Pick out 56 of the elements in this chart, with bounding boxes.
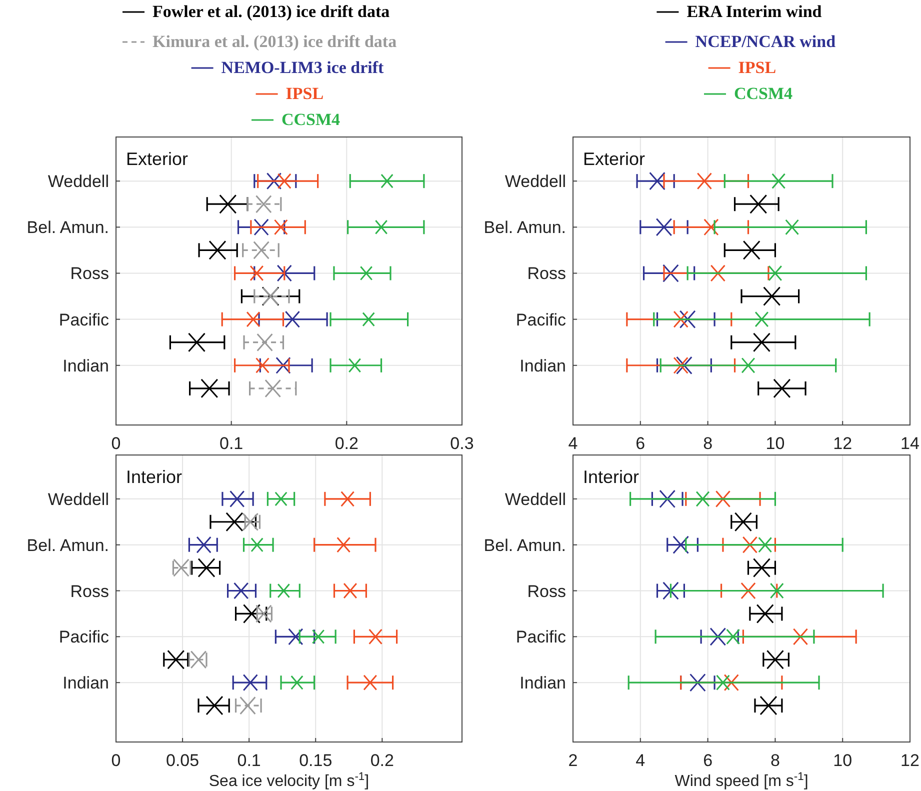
x-tick-label: 0.2 (370, 751, 394, 770)
legend-label: Fowler et al. (2013) ice drift data (152, 2, 390, 21)
x-tick-label: 0 (111, 751, 121, 770)
y-tick-label: Bel. Amun. (26, 218, 109, 238)
x-tick-label: 12 (900, 751, 920, 770)
legend-label: NCEP/NCAR wind (695, 32, 836, 51)
y-tick-label: Pacific (516, 310, 566, 330)
legend-label: CCSM4 (734, 84, 794, 103)
y-tick-label: Indian (62, 356, 109, 376)
x-axis-title: Wind speed [m s$^{-1}$] (674, 771, 808, 790)
y-tick-label: Pacific (516, 628, 566, 647)
y-tick-label: Bel. Amun. (484, 536, 566, 555)
y-tick-label: Indian (520, 674, 566, 693)
legend-label: CCSM4 (282, 110, 341, 129)
x-tick-label: 0.3 (450, 434, 474, 453)
x-tick-label: 4 (568, 434, 578, 453)
legend-label: Kimura et al. (2013) ice drift data (152, 32, 398, 51)
x-tick-label: 6 (636, 434, 646, 453)
text: Exterior (583, 149, 646, 169)
y-tick-label: Ross (70, 582, 109, 601)
y-tick-label: Ross (527, 264, 566, 284)
x-tick-label: 0.1 (237, 751, 261, 770)
legend-label: ERA Interim wind (686, 2, 822, 21)
y-tick-label: Weddell (48, 172, 109, 192)
legend-label: IPSL (286, 84, 324, 103)
legend-label: NEMO-LIM3 ice drift (221, 58, 384, 77)
x-tick-label: 0.05 (166, 751, 200, 770)
y-tick-label: Weddell (504, 490, 566, 509)
x-tick-label: 8 (770, 751, 780, 770)
text: Interior (583, 467, 640, 487)
y-tick-label: Bel. Amun. (26, 536, 109, 555)
x-tick-label: 14 (900, 434, 920, 453)
x-tick-label: 12 (833, 434, 852, 453)
y-tick-label: Pacific (58, 310, 110, 330)
x-tick-label: 0 (111, 434, 121, 453)
x-tick-label: 0.15 (299, 751, 332, 770)
y-tick-label: Indian (62, 674, 109, 693)
x-tick-label: 10 (833, 751, 852, 770)
y-tick-label: Ross (527, 582, 566, 601)
y-tick-label: Ross (70, 264, 109, 284)
x-tick-label: 0.1 (220, 434, 244, 453)
y-tick-label: Weddell (48, 490, 109, 509)
x-tick-label: 8 (703, 434, 713, 453)
text: Interior (126, 467, 182, 487)
x-tick-label: 0.2 (334, 434, 358, 453)
y-tick-label: Bel. Amun. (484, 218, 566, 238)
x-tick-label: 6 (703, 751, 713, 770)
y-tick-label: Indian (520, 356, 566, 376)
x-axis-title: Sea ice velocity [m s$^{-1}$] (208, 771, 370, 790)
y-tick-label: Weddell (504, 172, 566, 192)
x-tick-label: 2 (568, 751, 578, 770)
y-tick-label: Pacific (58, 628, 110, 647)
text: Exterior (126, 149, 188, 169)
legend-label: IPSL (738, 58, 776, 77)
x-tick-label: 4 (636, 751, 646, 770)
x-tick-label: 10 (766, 434, 785, 453)
